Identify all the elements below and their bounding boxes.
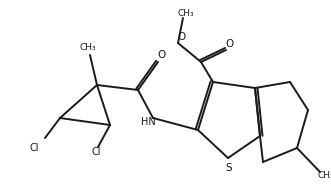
Text: Cl: Cl [29,143,39,153]
Text: CH₃: CH₃ [318,172,331,180]
Text: S: S [226,163,232,173]
Text: Cl: Cl [91,147,101,157]
Text: CH₃: CH₃ [178,8,194,18]
Text: O: O [158,50,166,60]
Text: O: O [226,39,234,49]
Text: CH₃: CH₃ [80,43,96,52]
Text: HN: HN [141,117,155,127]
Text: O: O [177,32,185,42]
